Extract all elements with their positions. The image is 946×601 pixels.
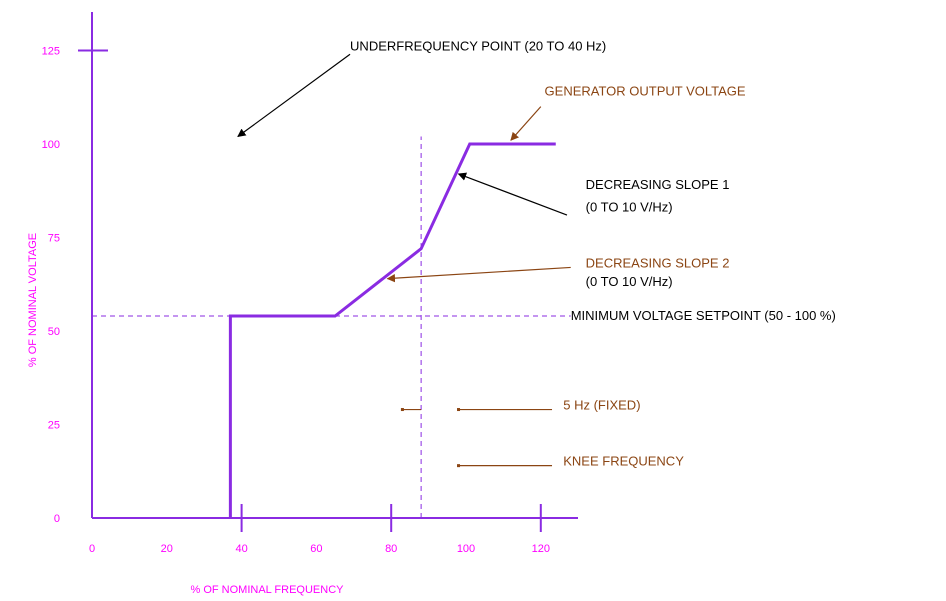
y-tick-label: 25	[48, 420, 60, 432]
x-tick-label: 120	[532, 543, 550, 555]
dimension-end-mark	[457, 464, 461, 468]
annotation-label: DECREASING SLOPE 1	[586, 177, 730, 192]
annotation-arrow	[386, 266, 571, 283]
annotation-label: (0 TO 10 V/Hz)	[586, 199, 673, 214]
annotations: UNDERFREQUENCY POINT (20 TO 40 Hz) GENERA…	[237, 39, 836, 469]
annotation-label: 5 Hz (FIXED)	[563, 398, 640, 413]
annotation-arrow	[457, 172, 568, 216]
x-tick-label: 60	[310, 543, 322, 555]
annotation-label: MINIMUM VOLTAGE SETPOINT (50 - 100 %)	[571, 308, 836, 323]
y-tick-label: 100	[42, 139, 60, 151]
x-tick-label: 40	[235, 543, 247, 555]
y-axis-title: % OF NOMINAL VOLTAGE	[27, 233, 39, 367]
y-tick-label: 0	[54, 513, 60, 525]
x-axis-title: % OF NOMINAL FREQUENCY	[191, 584, 345, 596]
annotation-arrow	[510, 106, 542, 141]
generator-voltage-line	[228, 142, 556, 518]
axes	[91, 12, 578, 519]
annotation-label: GENERATOR OUTPUT VOLTAGE	[545, 83, 746, 98]
y-tick-label: 75	[48, 233, 60, 245]
x-tick-label: 0	[89, 543, 95, 555]
y-tick-labels: 0 25 50 75 100 125	[42, 46, 60, 526]
tick-marks	[78, 49, 542, 532]
dimension-end-mark	[457, 408, 461, 412]
x-tick-labels: 0 20 40 60 80 100 120	[89, 543, 550, 555]
y-tick-label: 50	[48, 326, 60, 338]
annotation-label: KNEE FREQUENCY	[563, 454, 684, 469]
x-tick-label: 20	[161, 543, 173, 555]
annotation-label: UNDERFREQUENCY POINT (20 TO 40 Hz)	[350, 39, 606, 54]
annotation-label: (0 TO 10 V/Hz)	[586, 274, 673, 289]
annotation-label: DECREASING SLOPE 2	[586, 255, 730, 270]
annotation-arrow	[237, 53, 351, 138]
x-tick-label: 100	[457, 543, 475, 555]
series-lines	[228, 142, 556, 518]
dimension-marks	[400, 408, 553, 468]
dimension-end-mark	[400, 408, 404, 412]
x-tick-label: 80	[385, 543, 397, 555]
y-tick-label: 125	[42, 46, 60, 58]
reference-lines	[92, 136, 571, 518]
